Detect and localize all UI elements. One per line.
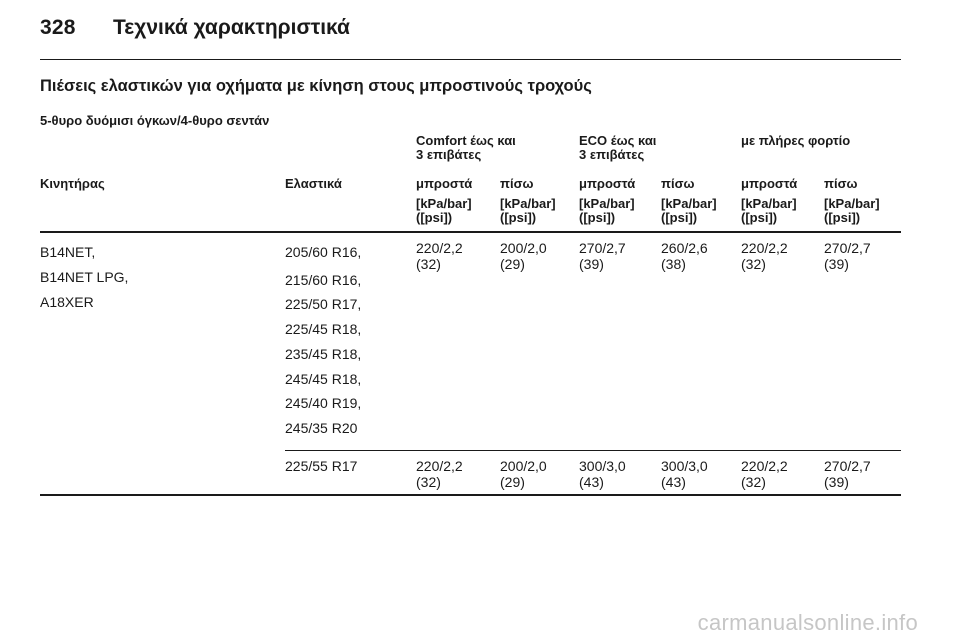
pressure-psi: (39) <box>824 256 849 272</box>
unit-line: ([psi]) <box>500 210 537 225</box>
unit-line: [kPa/bar] <box>741 196 797 211</box>
table-header-rule <box>40 231 901 233</box>
unit-line: ([psi]) <box>661 210 698 225</box>
group-header-line1: με πλήρες φορτίο <box>741 133 851 148</box>
unit-header: [kPa/bar] ([psi]) <box>416 197 472 225</box>
group-header-line1: ECO έως και <box>579 133 657 148</box>
engine-name: B14NET, <box>40 244 96 260</box>
column-header-front: μπροστά <box>416 176 473 191</box>
engine-name: A18XER <box>40 294 94 310</box>
unit-line: [kPa/bar] <box>500 196 556 211</box>
watermark: carmanualsonline.info <box>697 610 918 635</box>
tyre-size: 245/35 R20 <box>285 419 358 436</box>
column-header-engine: Κινητήρας <box>40 176 105 191</box>
subsection-title: 5-θυρο δυόμισι όγκων/4-θυρο σεντάν <box>40 113 270 128</box>
pressure-psi: (39) <box>579 256 604 272</box>
pressure-kpa: 260/2,6 <box>661 240 708 256</box>
table-row-engines: B14NET, B14NET LPG, A18XER <box>40 240 128 315</box>
pressure-cell: 200/2,0 (29) <box>500 240 547 272</box>
pressure-cell: 270/2,7 (39) <box>824 240 871 272</box>
table-bottom-rule <box>40 494 901 496</box>
pressure-psi: (32) <box>416 474 441 490</box>
column-header-rear: πίσω <box>824 176 858 191</box>
pressure-psi: (39) <box>824 474 849 490</box>
pressure-kpa: 220/2,2 <box>416 458 463 474</box>
tyre-size: 225/45 R18, <box>285 321 362 338</box>
unit-header: [kPa/bar] ([psi]) <box>579 197 635 225</box>
pressure-psi: (32) <box>741 474 766 490</box>
header-rule <box>40 59 901 60</box>
group-header-line2: 3 επιβάτες <box>416 147 482 162</box>
pressure-cell: 270/2,7 (39) <box>579 240 626 272</box>
unit-line: ([psi]) <box>416 210 453 225</box>
column-header-rear: πίσω <box>661 176 695 191</box>
unit-line: [kPa/bar] <box>579 196 635 211</box>
tyre-size: 245/40 R19, <box>285 395 362 412</box>
pressure-kpa: 220/2,2 <box>416 240 463 256</box>
pressure-kpa: 220/2,2 <box>741 240 788 256</box>
pressure-psi: (32) <box>741 256 766 272</box>
pressure-cell: 260/2,6 (38) <box>661 240 708 272</box>
pressure-cell: 220/2,2 (32) <box>416 458 463 490</box>
unit-header: [kPa/bar] ([psi]) <box>741 197 797 225</box>
pressure-psi: (29) <box>500 474 525 490</box>
group-header-eco: ECO έως και 3 επιβάτες <box>579 134 656 162</box>
unit-line: [kPa/bar] <box>416 196 472 211</box>
tyre-size: 245/45 R18, <box>285 370 362 387</box>
pressure-psi: (29) <box>500 256 525 272</box>
unit-line: ([psi]) <box>579 210 616 225</box>
pressure-kpa: 200/2,0 <box>500 458 547 474</box>
row-separator <box>285 450 901 451</box>
pressure-kpa: 270/2,7 <box>824 458 871 474</box>
group-header-comfort: Comfort έως και 3 επιβάτες <box>416 134 516 162</box>
column-header-rear: πίσω <box>500 176 534 191</box>
group-header-line2: 3 επιβάτες <box>579 147 645 162</box>
pressure-cell: 200/2,0 (29) <box>500 458 547 490</box>
table-row-tyres: 205/60 R16, 215/60 R16, 225/50 R17, 225/… <box>285 240 361 441</box>
unit-header: [kPa/bar] ([psi]) <box>824 197 880 225</box>
pressure-psi: (43) <box>661 474 686 490</box>
pressure-kpa: 270/2,7 <box>579 240 626 256</box>
unit-line: ([psi]) <box>741 210 778 225</box>
column-header-front: μπροστά <box>741 176 798 191</box>
group-header-line1: Comfort έως και <box>416 133 516 148</box>
pressure-psi: (32) <box>416 256 441 272</box>
chapter-title: Τεχνικά χαρακτηριστικά <box>113 16 350 39</box>
tyre-size: 215/60 R16, <box>285 271 362 288</box>
section-title: Πιέσεις ελαστικών για οχήματα με κίνηση … <box>40 77 592 95</box>
pressure-kpa: 300/3,0 <box>579 458 626 474</box>
pressure-kpa: 300/3,0 <box>661 458 708 474</box>
unit-header: [kPa/bar] ([psi]) <box>500 197 556 225</box>
pressure-kpa: 200/2,0 <box>500 240 547 256</box>
tyre-size: 225/55 R17 <box>285 458 358 474</box>
pressure-cell: 220/2,2 (32) <box>741 458 788 490</box>
tyre-size: 225/50 R17, <box>285 296 362 313</box>
unit-line: [kPa/bar] <box>661 196 717 211</box>
column-header-front: μπροστά <box>579 176 636 191</box>
pressure-cell: 220/2,2 (32) <box>741 240 788 272</box>
pressure-psi: (38) <box>661 256 686 272</box>
pressure-psi: (43) <box>579 474 604 490</box>
column-header-tyres: Ελαστικά <box>285 176 342 191</box>
tyre-size: 235/45 R18, <box>285 345 362 362</box>
pressure-cell: 270/2,7 (39) <box>824 458 871 490</box>
pressure-cell: 300/3,0 (43) <box>579 458 626 490</box>
pressure-kpa: 220/2,2 <box>741 458 788 474</box>
page-number: 328 <box>40 16 76 39</box>
pressure-cell: 300/3,0 (43) <box>661 458 708 490</box>
unit-header: [kPa/bar] ([psi]) <box>661 197 717 225</box>
engine-name: B14NET LPG, <box>40 269 129 285</box>
pressure-kpa: 270/2,7 <box>824 240 871 256</box>
pressure-cell: 220/2,2 (32) <box>416 240 463 272</box>
group-header-full-load: με πλήρες φορτίο <box>741 134 850 148</box>
unit-line: [kPa/bar] <box>824 196 880 211</box>
unit-line: ([psi]) <box>824 210 861 225</box>
tyre-size: 205/60 R16, <box>285 244 362 260</box>
